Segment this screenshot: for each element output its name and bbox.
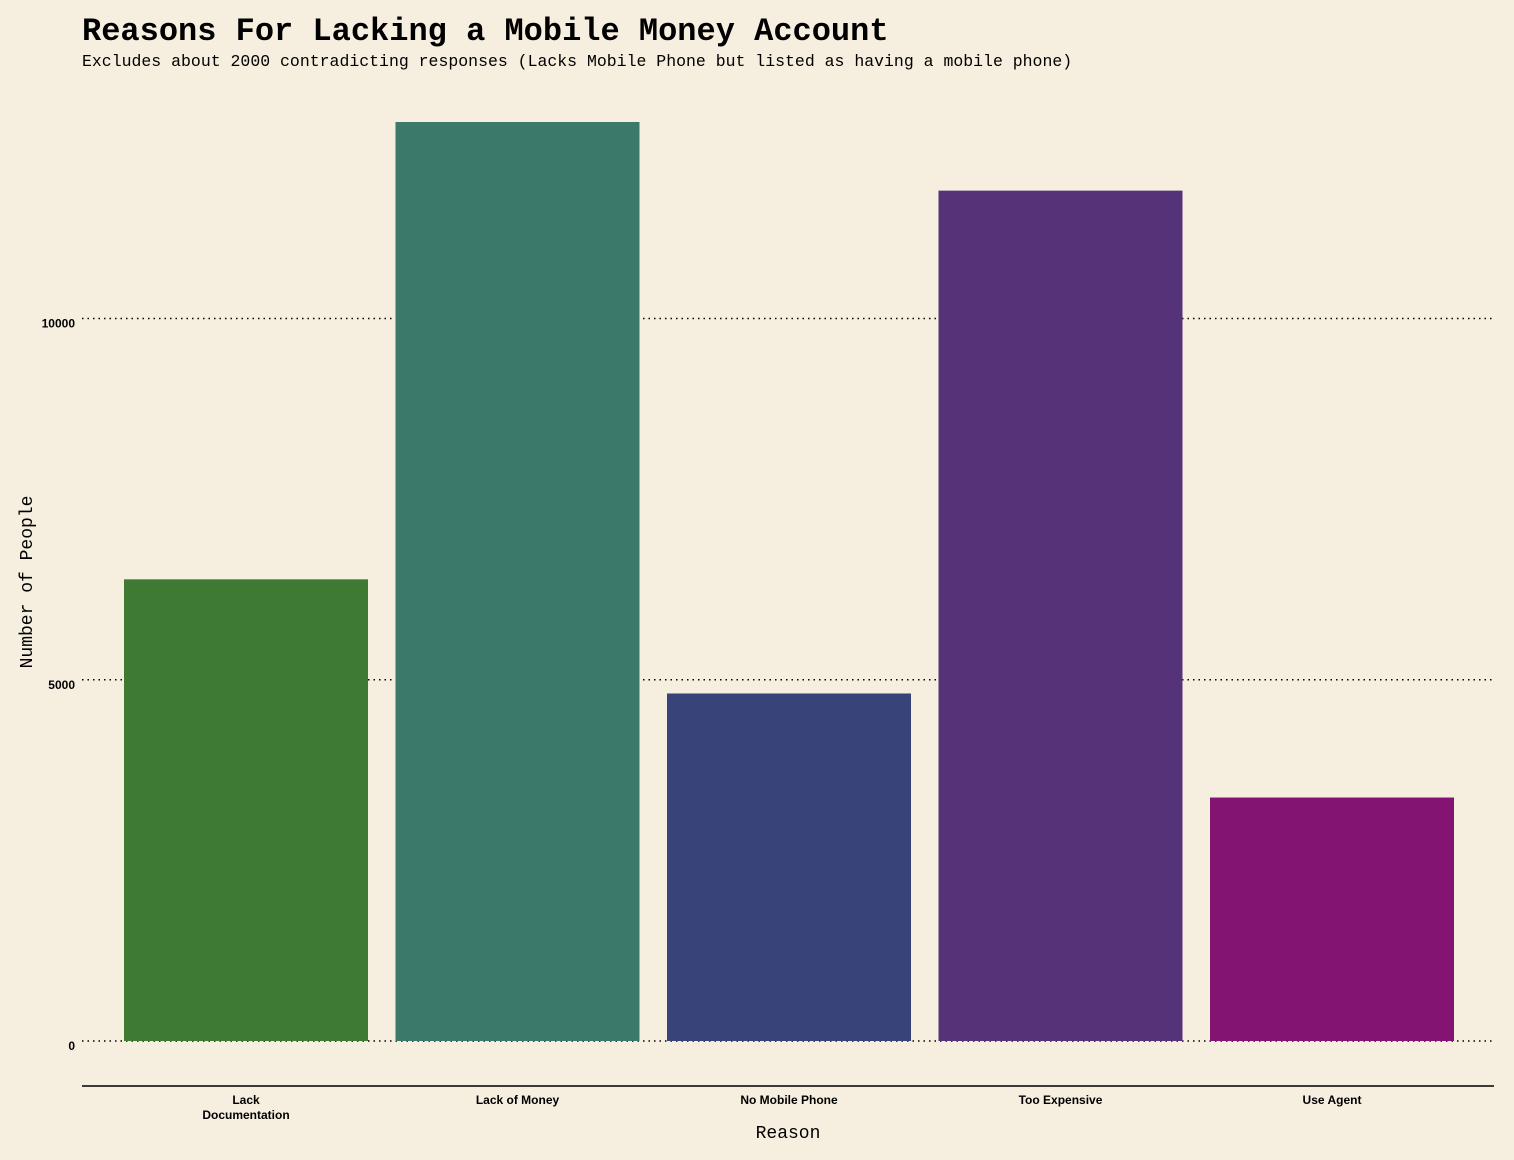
bar-1 (395, 122, 640, 1041)
bar-3 (938, 190, 1183, 1042)
x-tick-label-4: Use Agent (1303, 1093, 1362, 1107)
x-tick-label-0: Lack Documentation (202, 1093, 289, 1122)
bar-2 (667, 693, 911, 1041)
bars (124, 122, 1454, 1042)
chart-subtitle: Excludes about 2000 contradicting respon… (82, 52, 1072, 71)
y-tick-label-1: 5000 (48, 678, 75, 692)
y-axis-label: Number of People (18, 496, 38, 669)
chart-title: Reasons For Lacking a Mobile Money Accou… (82, 13, 889, 50)
bar-4 (1210, 797, 1454, 1041)
x-tick-label-1: Lack of Money (476, 1093, 560, 1107)
bar-0 (124, 579, 368, 1041)
y-tick-label-2: 10000 (42, 317, 76, 331)
x-tick-label-2: No Mobile Phone (740, 1093, 838, 1107)
y-tick-label-0: 0 (68, 1039, 75, 1053)
y-axis-ticks: 0 5000 10000 (42, 317, 76, 1053)
x-axis-label: Reason (756, 1124, 821, 1144)
x-axis-ticks: Lack Documentation Lack of Money No Mobile … (202, 1093, 1361, 1122)
x-tick-label-3: Too Expensive (1019, 1093, 1103, 1107)
